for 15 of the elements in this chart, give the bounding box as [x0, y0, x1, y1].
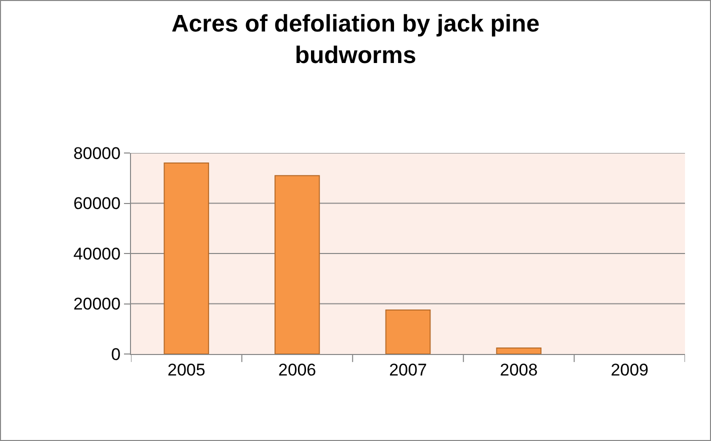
y-tick-label: 40000	[73, 244, 121, 264]
x-tick-label: 2007	[389, 360, 427, 380]
x-tick-label: 2009	[610, 360, 649, 380]
y-tick-label: 60000	[73, 194, 121, 214]
x-tick-label: 2008	[500, 360, 538, 380]
bar	[496, 347, 542, 354]
y-tick-label: 0	[111, 344, 121, 364]
bar	[274, 175, 320, 354]
y-tick-label: 20000	[73, 294, 121, 314]
chart-title: Acres of defoliation by jack pine budworms	[171, 10, 540, 69]
x-tick-label: 2005	[167, 360, 206, 380]
bar	[164, 162, 210, 354]
x-tick-label: 2006	[278, 360, 316, 380]
y-tick-label: 80000	[73, 144, 121, 163]
bar	[385, 310, 431, 354]
